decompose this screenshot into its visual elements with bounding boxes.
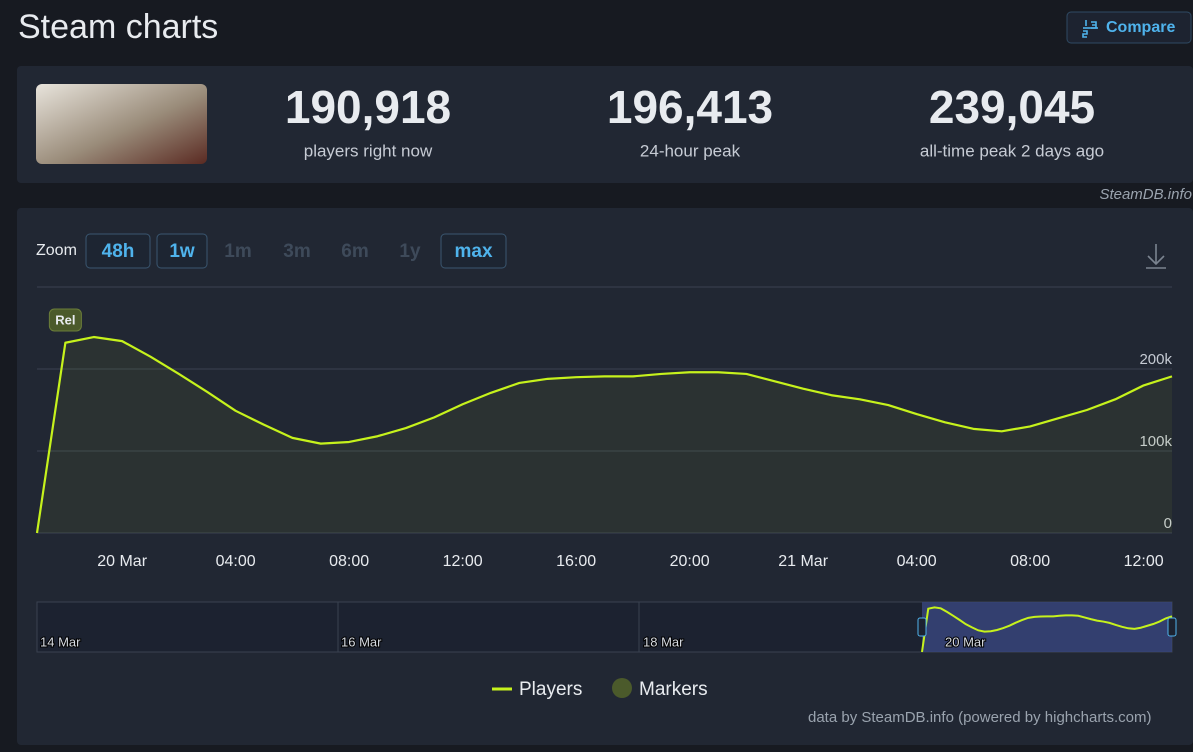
stat-label: 24-hour peak [640,141,741,160]
navigator-label: 18 Mar [643,634,684,649]
button-label: max [454,241,492,262]
marker-flag [48,308,82,332]
zoom-button[interactable]: 1w [156,233,208,269]
legend-symbol [612,678,632,698]
zoom-button: 1y [399,241,421,262]
legend-label: Players [519,679,582,700]
x-tick-label: 20 Mar [97,553,147,570]
navigator-selection [922,602,1172,652]
stat-value: 239,045 [929,81,1095,133]
stat-value: 190,918 [285,81,451,133]
y-tick-label: 100k [1139,433,1172,450]
zoom-button: 1m [224,241,251,262]
y-tick-label: 200k [1139,351,1172,368]
credits: data by SteamDB.info (powered by highcha… [808,709,1152,726]
x-tick-label: 12:00 [443,553,483,570]
button-frame [156,233,208,269]
x-tick-label: 04:00 [216,553,256,570]
navigator-label: 16 Mar [341,634,382,649]
navigator-label: 20 Mar [945,634,986,649]
line [35,335,1173,534]
zoom-label: Zoom [36,242,77,259]
legend-item[interactable]: Markers [612,678,708,700]
page-title: Steam charts [18,8,218,46]
area [37,337,1172,533]
zoom-button[interactable]: max [440,233,507,269]
button-label: Compare [1106,19,1175,36]
button-frame [1066,11,1192,44]
button-label: 6m [341,241,368,262]
stat-value: 196,413 [607,81,773,133]
legend-label: Markers [639,679,708,700]
zoom-button: 6m [341,241,368,262]
navigator-label: 14 Mar [40,634,81,649]
game-image [36,84,207,164]
x-tick-label: 04:00 [897,553,937,570]
x-tick-label: 08:00 [329,553,369,570]
zoom-button: 3m [283,241,310,262]
download-icon[interactable] [1146,244,1166,269]
marker-label: Rel [55,312,75,327]
x-tick-label: 20:00 [670,553,710,570]
stat-label: players right now [304,141,433,160]
x-tick-label: 16:00 [556,553,596,570]
watermark: SteamDB.info [1099,186,1192,203]
stats-panel [17,66,1193,183]
button-label: 48h [102,241,135,262]
navigator-handle[interactable] [1167,617,1177,637]
button-label: 1y [399,241,421,262]
navigator-line [921,606,1173,653]
button-frame [440,233,507,269]
button-label: 3m [283,241,310,262]
stat-label: all-time peak 2 days ago [920,141,1104,160]
zoom-button[interactable]: 48h [85,233,151,269]
x-tick-label: 21 Mar [778,553,828,570]
button-frame [85,233,151,269]
compare-icon [1082,20,1098,38]
x-tick-label: 08:00 [1010,553,1050,570]
button-label: 1m [224,241,251,262]
button-label: 1w [169,241,195,262]
compare-button[interactable]: Compare [1066,11,1192,44]
y-tick-label: 0 [1164,515,1172,532]
navigator-handle[interactable] [917,617,927,637]
legend-item[interactable]: Players [492,679,582,700]
x-tick-label: 12:00 [1124,553,1164,570]
